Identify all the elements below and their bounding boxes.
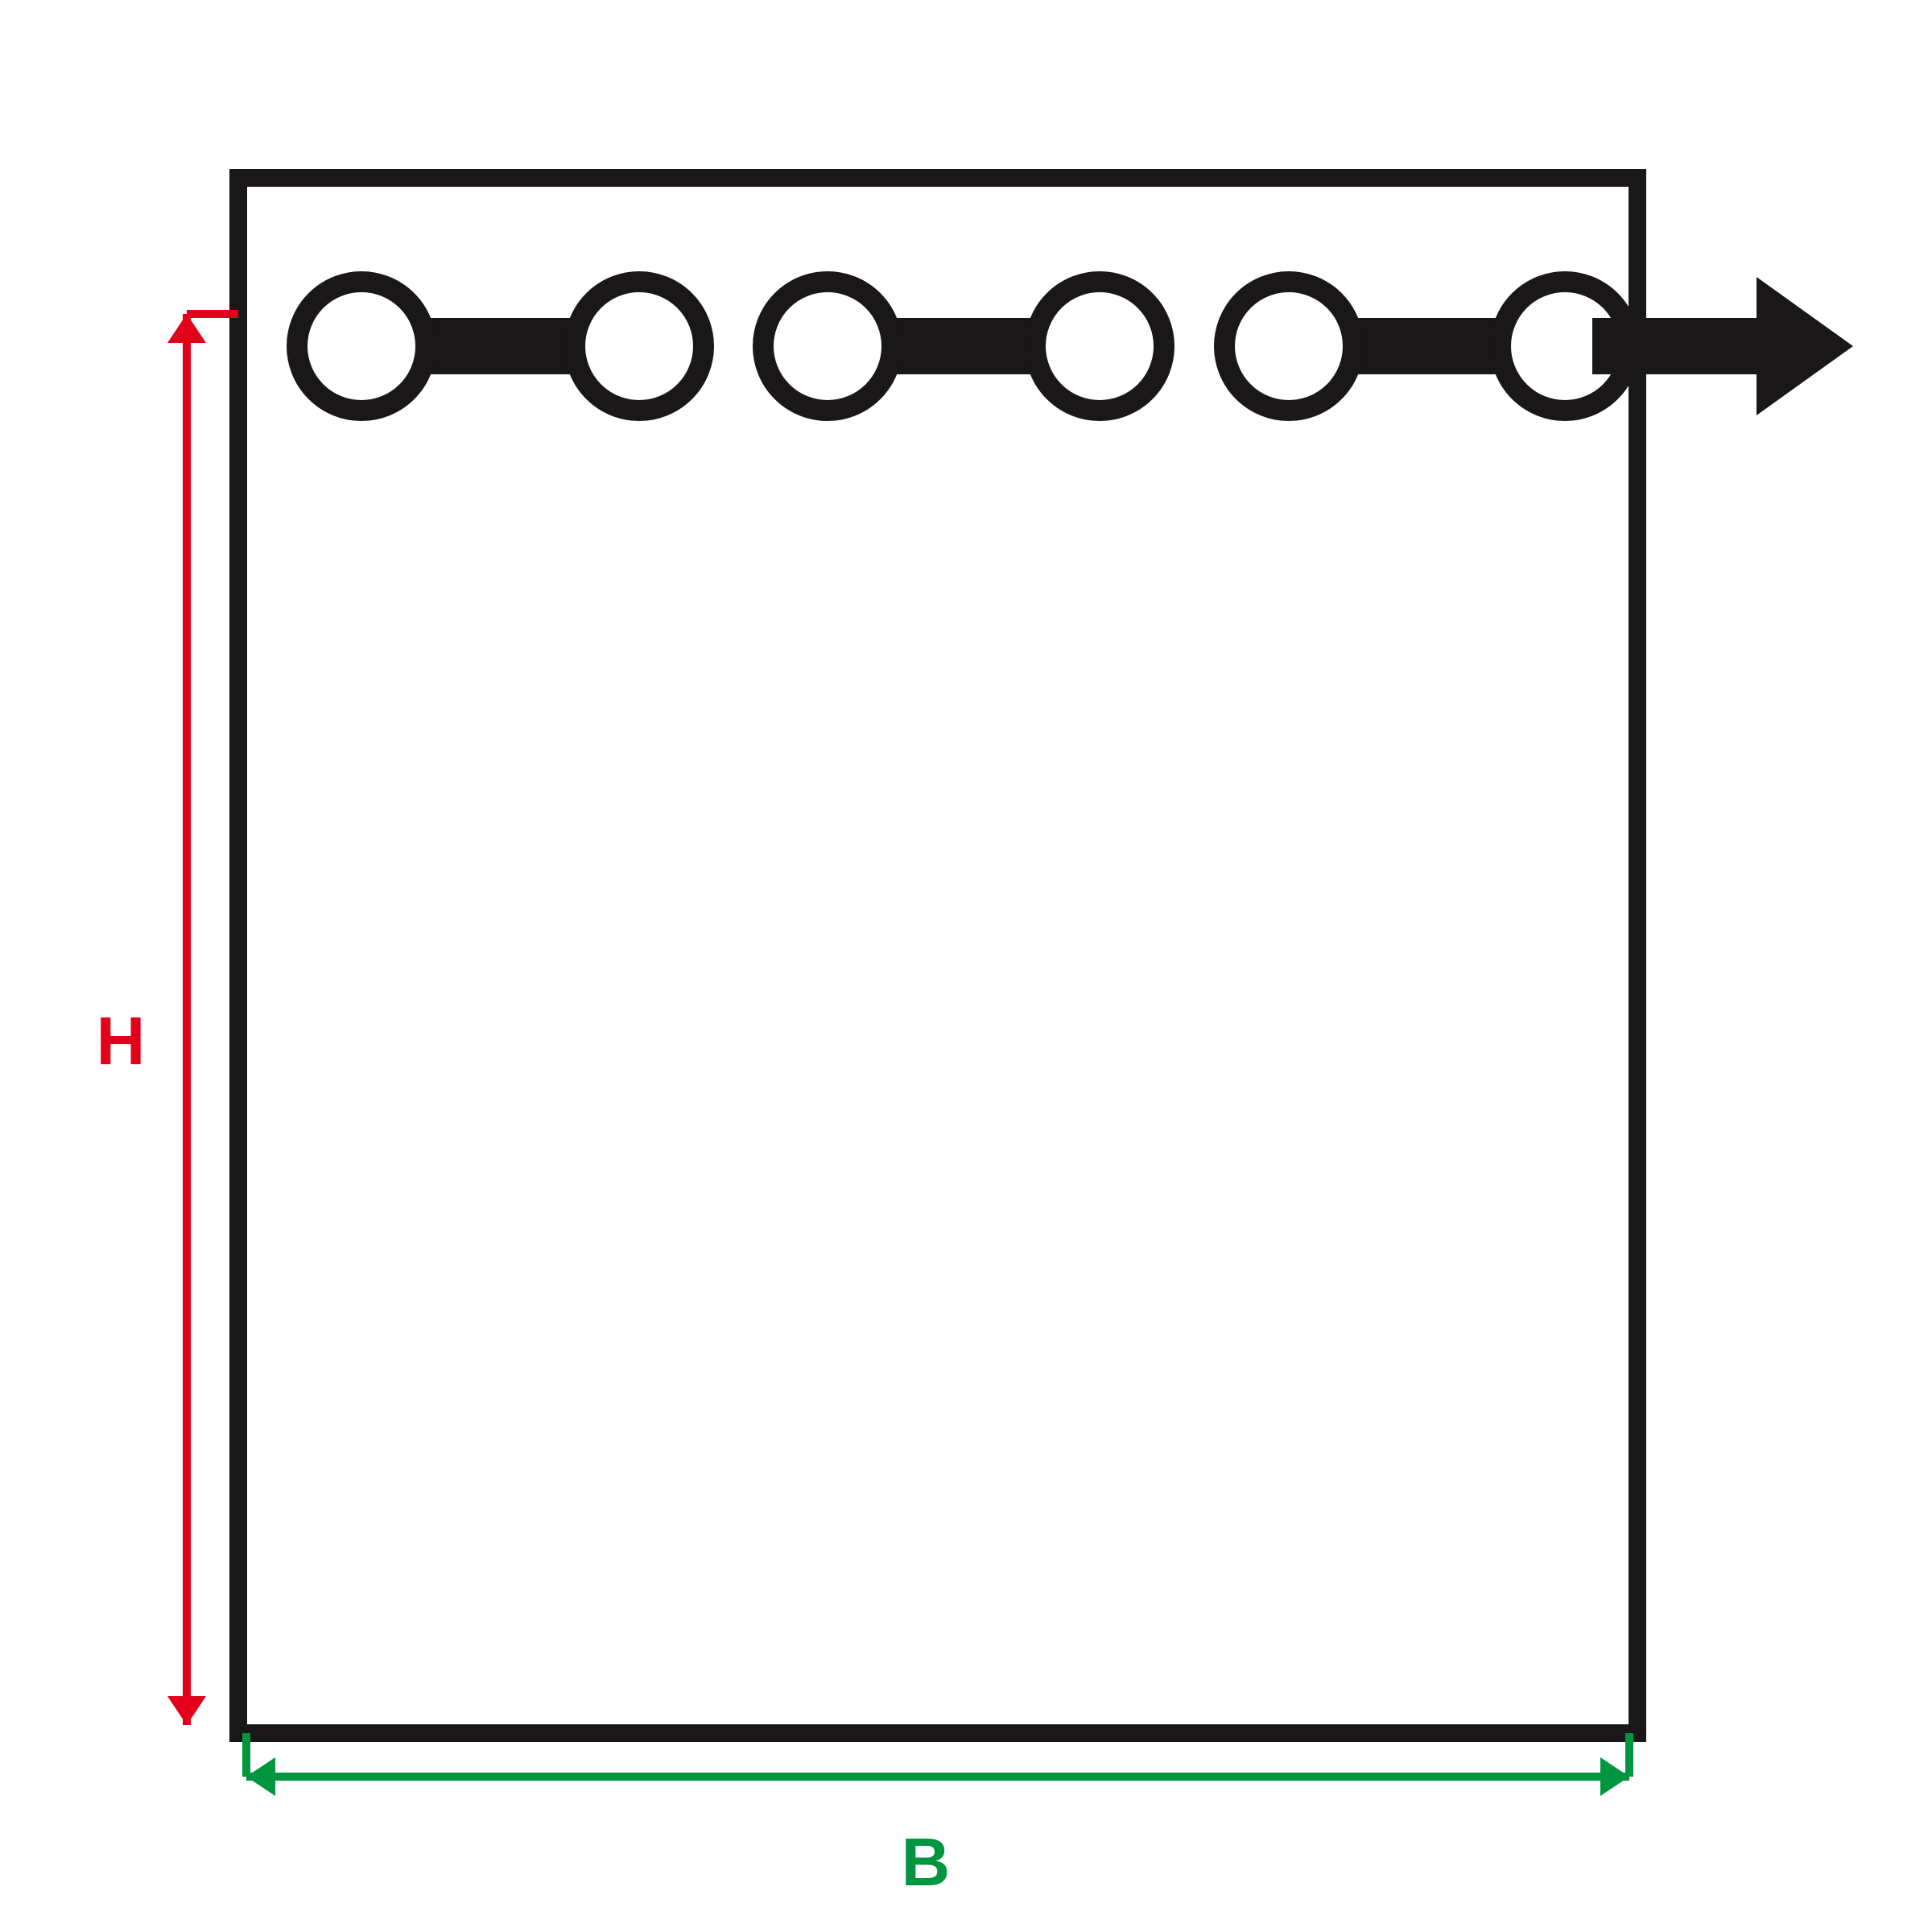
grommet-ring-5 xyxy=(1224,282,1353,411)
grommet-ring-1 xyxy=(297,282,426,411)
rod-tail xyxy=(1592,318,1757,374)
grommet-ring-3 xyxy=(763,282,892,411)
dim-h-label: H xyxy=(97,1003,146,1079)
grommet-ring-4 xyxy=(1035,282,1164,411)
grommet-ring-2 xyxy=(575,282,704,411)
dim-b-label: B xyxy=(902,1824,951,1900)
curtain-outline xyxy=(238,178,1637,1733)
